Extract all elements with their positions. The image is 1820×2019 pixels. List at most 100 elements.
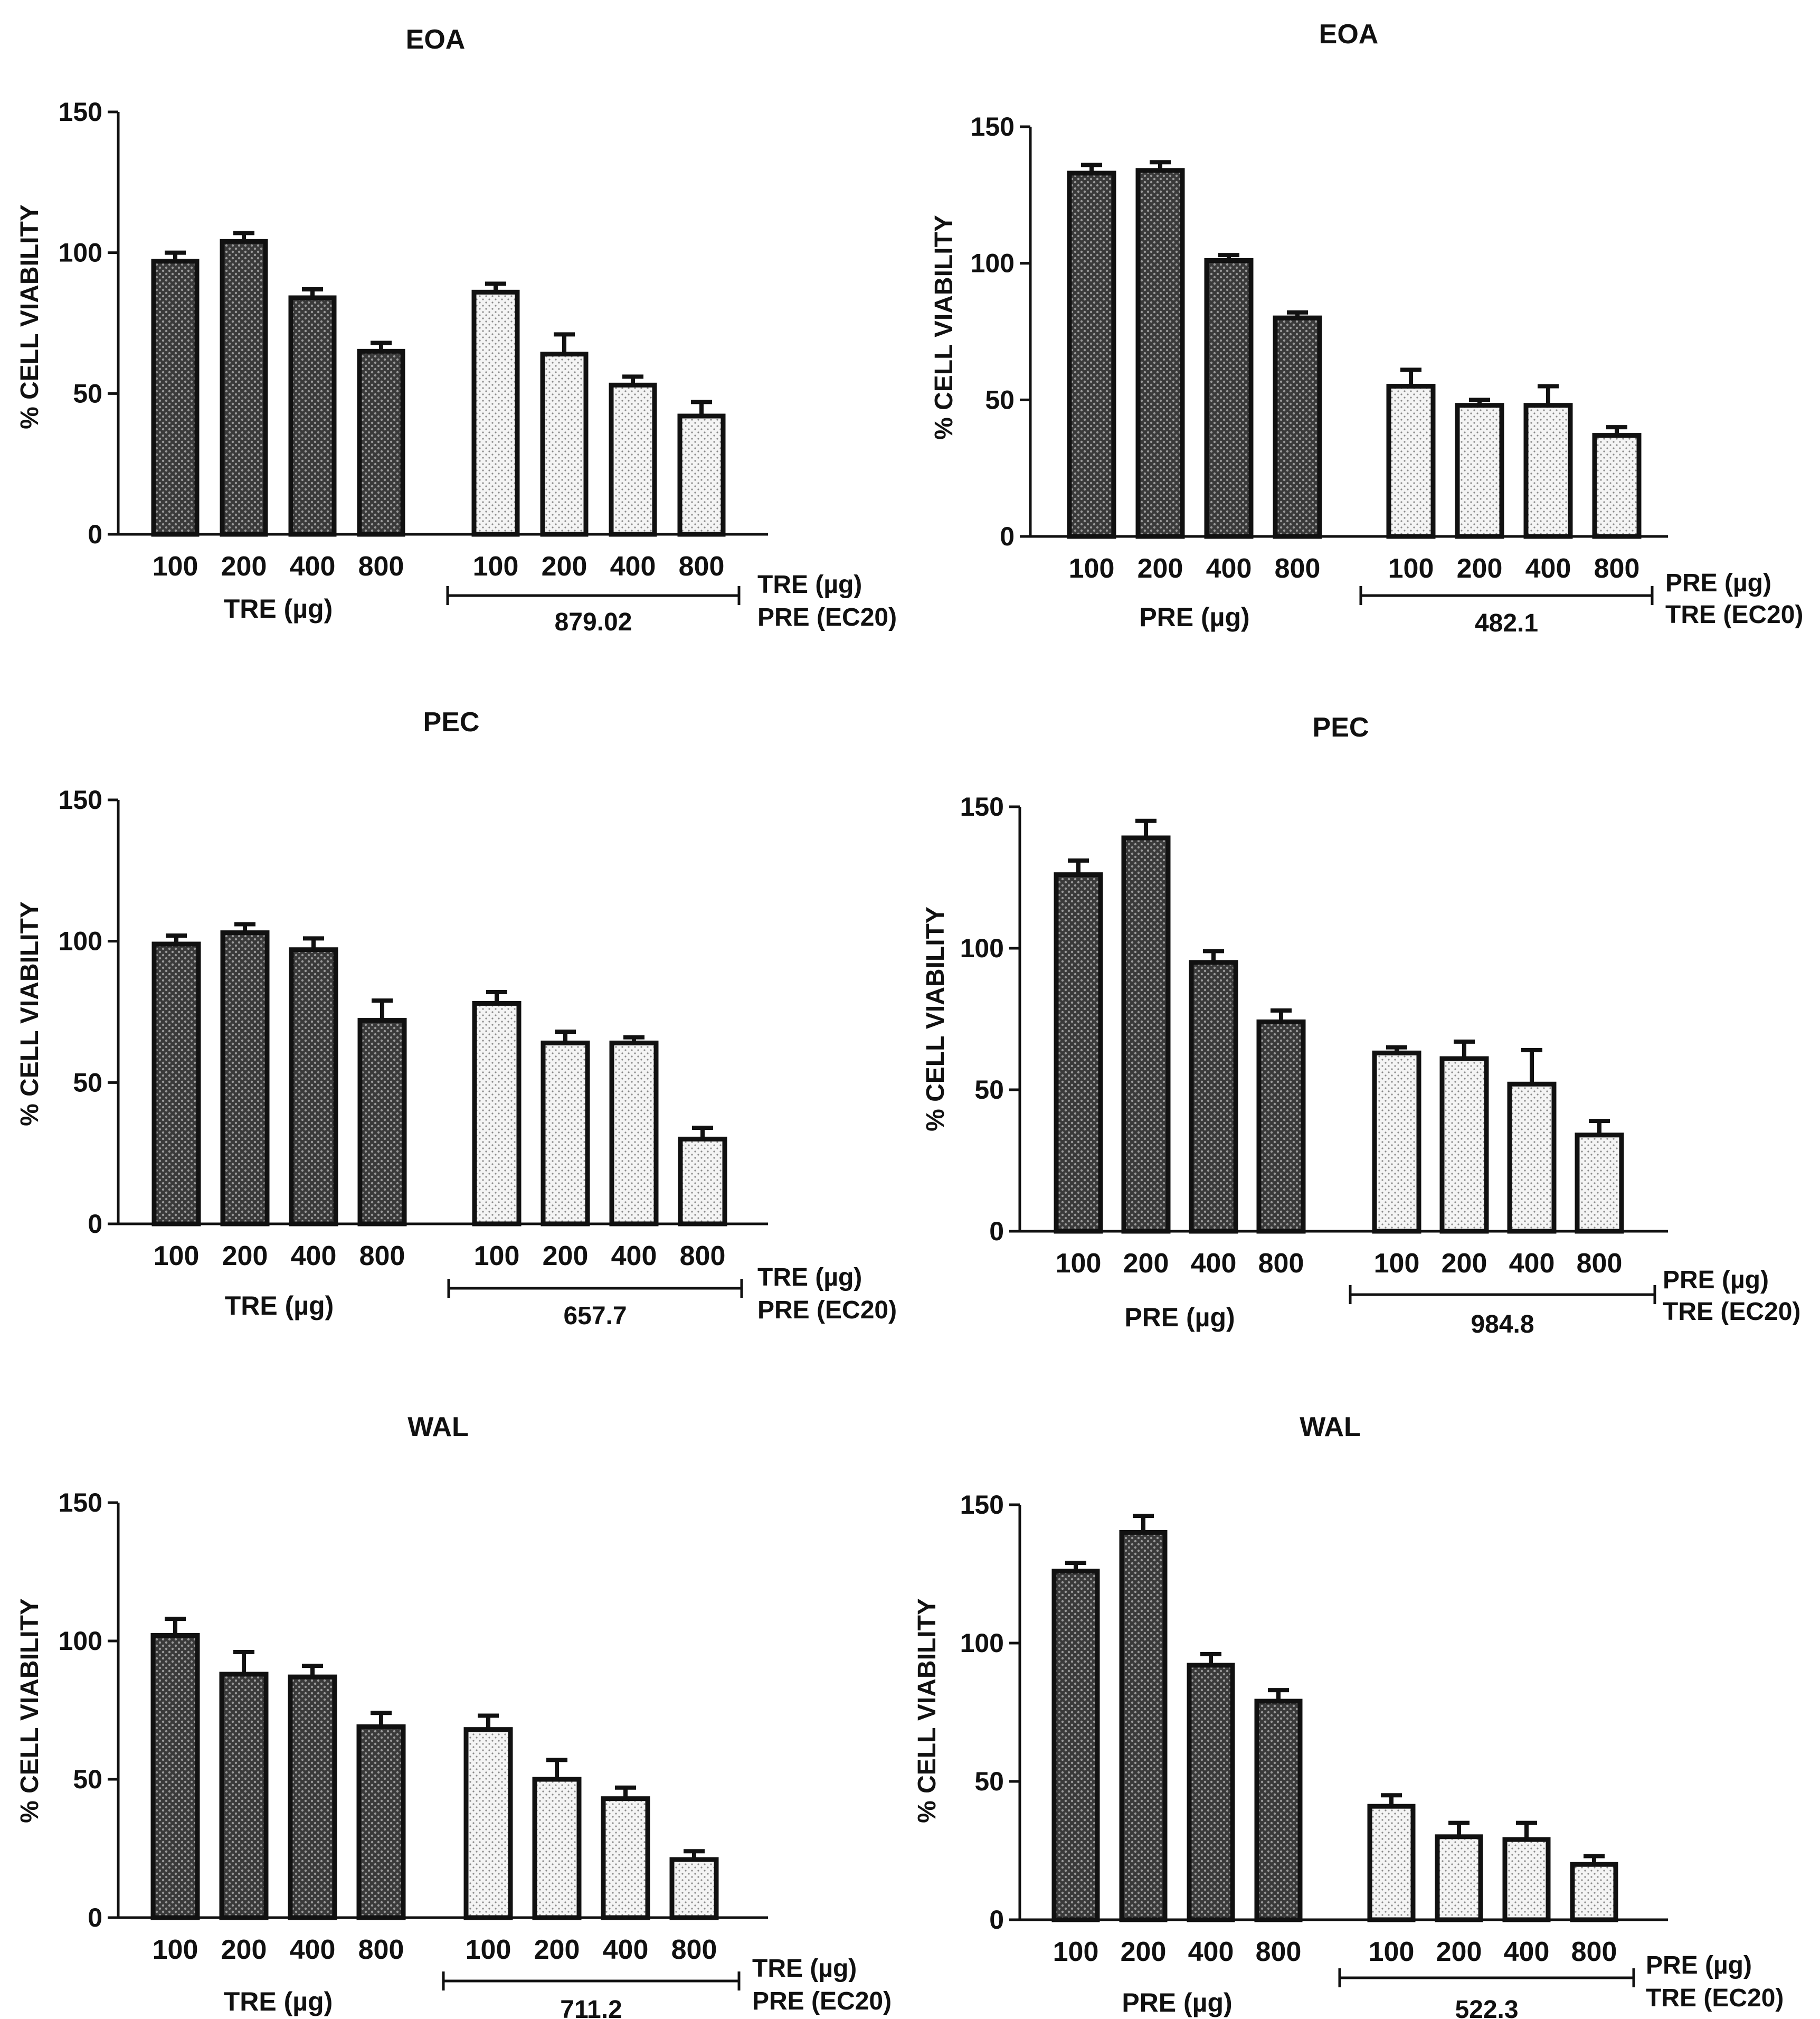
x-tick-label: 100	[1369, 1937, 1415, 1967]
y-tick-label: 150	[59, 785, 102, 815]
bar-alone	[1204, 258, 1254, 539]
x-tick-label: 800	[1275, 553, 1321, 584]
x-axis-label-right-top: TRE (µg)	[757, 571, 862, 599]
y-tick-label: 0	[88, 1903, 102, 1932]
chart-panel-1: EOA % CELL VIABILITY 0 50 100 150 100 200 400 800…	[16, 24, 897, 636]
x-axis-label-right-bottom: PRE (EC20)	[757, 1296, 897, 1324]
x-tick-label: 100	[154, 1241, 200, 1271]
chart-panel-2: EOA % CELL VIABILITY 0 50 100 150 100 200 400 800…	[930, 19, 1803, 637]
x-axis-label-right-bottom: TRE (EC20)	[1663, 1298, 1800, 1326]
x-tick-label: 200	[1442, 1248, 1487, 1279]
x-tick-label: 200	[222, 1241, 268, 1271]
bracket-value: 879.02	[555, 608, 632, 636]
x-tick-label: 800	[1594, 553, 1640, 584]
bar-combined	[541, 1040, 590, 1227]
x-tick-label: 100	[1374, 1248, 1420, 1279]
x-axis-label: PRE (µg)	[1122, 1988, 1232, 2017]
x-axis-label: PRE (µg)	[1139, 602, 1249, 632]
bar-combined	[1367, 1804, 1416, 1922]
y-tick-label: 0	[989, 1216, 1004, 1246]
x-tick-label: 800	[358, 551, 404, 582]
chart-title: PEC	[1313, 712, 1369, 743]
x-tick-label: 200	[543, 1241, 589, 1271]
y-tick-label: 0	[1000, 522, 1015, 551]
bar-combined	[1592, 433, 1642, 539]
x-tick-label: 200	[534, 1935, 580, 1965]
bar-combined	[669, 1857, 719, 1920]
chart-title: PEC	[423, 707, 480, 738]
bar-combined	[1455, 403, 1504, 539]
x-tick-label: 400	[610, 551, 656, 582]
x-tick-label: 200	[1436, 1937, 1482, 1967]
x-tick-label: 800	[1256, 1937, 1302, 1967]
y-tick-label: 150	[59, 1488, 102, 1517]
y-tick-label: 0	[88, 520, 102, 549]
x-tick-label: 400	[1525, 553, 1571, 584]
bar-combined	[471, 289, 520, 537]
x-tick-label: 100	[1069, 553, 1115, 584]
bar-alone	[1189, 960, 1238, 1234]
y-axis-label: % CELL VIABILITY	[16, 901, 44, 1126]
x-tick-label: 400	[1509, 1248, 1555, 1279]
x-tick-label: 800	[1577, 1248, 1623, 1279]
x-axis-label: TRE (µg)	[224, 594, 333, 624]
x-tick-label: 200	[221, 1935, 267, 1965]
bar-alone	[151, 941, 201, 1227]
bar-alone	[1067, 171, 1116, 539]
x-tick-label: 800	[680, 1241, 726, 1271]
x-tick-label: 400	[1191, 1248, 1237, 1279]
x-tick-label: 100	[1388, 553, 1434, 584]
y-tick-label: 150	[971, 112, 1015, 141]
y-tick-label: 150	[59, 97, 102, 127]
bar-combined	[1523, 403, 1573, 539]
bracket-value: 657.7	[563, 1302, 627, 1330]
bar-combined	[540, 352, 589, 537]
y-tick-label: 100	[960, 1628, 1004, 1658]
y-axis-label: % CELL VIABILITY	[16, 1598, 44, 1823]
x-tick-label: 400	[1188, 1937, 1234, 1967]
x-axis-label-right-top: TRE (µg)	[757, 1263, 862, 1291]
bar-combined	[1507, 1081, 1557, 1234]
x-tick-label: 200	[221, 551, 267, 582]
x-tick-label: 100	[1056, 1248, 1102, 1279]
bar-combined	[609, 1040, 659, 1227]
x-tick-label: 100	[153, 1935, 198, 1965]
x-axis-label-right-bottom: PRE (EC20)	[757, 603, 897, 631]
bar-alone	[150, 1633, 200, 1920]
x-tick-label: 100	[474, 1241, 520, 1271]
bracket-value: 711.2	[560, 1996, 622, 2019]
bar-combined	[1372, 1050, 1421, 1234]
x-tick-label: 200	[1123, 1248, 1169, 1279]
x-tick-label: 400	[291, 1241, 337, 1271]
bar-combined	[601, 1796, 650, 1920]
bar-alone	[220, 930, 270, 1227]
x-tick-label: 400	[1504, 1937, 1550, 1967]
y-tick-label: 0	[88, 1209, 102, 1239]
x-tick-label: 800	[359, 1241, 405, 1271]
x-axis-label-right-top: PRE (µg)	[1665, 569, 1771, 597]
bar-combined	[1502, 1837, 1551, 1922]
y-axis-label: % CELL VIABILITY	[930, 215, 958, 440]
y-tick-label: 50	[73, 1068, 102, 1097]
bar-alone	[357, 1018, 407, 1227]
bar-alone	[1119, 1530, 1168, 1922]
chart-panel-5: WAL % CELL VIABILITY 0 50 100 150 100 200 400 800…	[16, 1412, 892, 2019]
bar-alone	[288, 295, 337, 537]
y-tick-label: 100	[59, 927, 102, 956]
x-tick-label: 100	[473, 551, 519, 582]
bar-alone	[289, 947, 338, 1227]
bar-alone	[1135, 168, 1185, 539]
x-tick-label: 200	[1121, 1937, 1167, 1967]
bar-alone	[219, 1672, 269, 1920]
bar-alone	[1187, 1663, 1235, 1922]
bracket-value: 984.8	[1471, 1310, 1534, 1338]
y-tick-label: 100	[59, 1626, 102, 1656]
bar-alone	[1254, 1699, 1303, 1922]
bar-combined	[463, 1727, 513, 1920]
x-axis-label-right-top: TRE (µg)	[752, 1955, 857, 1983]
x-tick-label: 400	[603, 1935, 649, 1965]
bar-alone	[1054, 872, 1103, 1234]
bar-combined	[1570, 1862, 1618, 1922]
x-tick-label: 200	[542, 551, 587, 582]
x-tick-label: 800	[679, 551, 725, 582]
